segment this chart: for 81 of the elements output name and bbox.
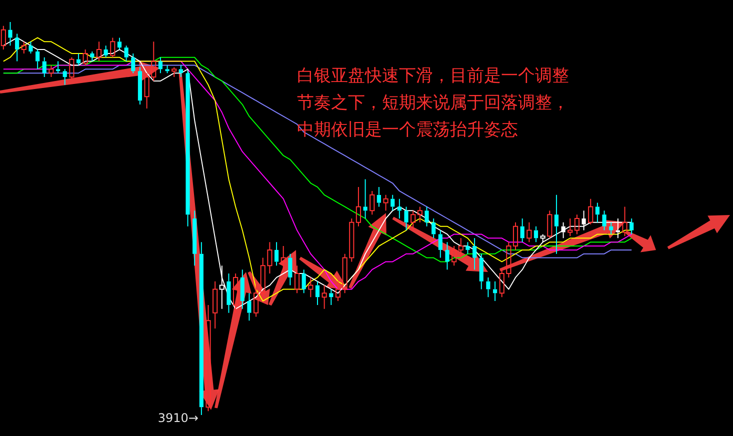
candlestick [226, 273, 231, 314]
candlestick [554, 194, 559, 254]
candlestick [48, 64, 54, 78]
candlestick [302, 269, 306, 294]
candlestick [90, 50, 94, 62]
candlestick [233, 273, 238, 314]
candlestick [561, 222, 566, 239]
candlestick [131, 52, 136, 74]
candlestick [595, 202, 600, 223]
candlestick [8, 22, 12, 46]
candlestick [329, 288, 334, 306]
candlestick [609, 222, 614, 235]
candlestick [630, 218, 634, 235]
candlestick [42, 56, 46, 78]
candlestick [526, 222, 532, 243]
candlestick [424, 206, 429, 227]
candlestick [288, 253, 292, 286]
candlestick [466, 242, 470, 254]
candlestick [383, 194, 388, 212]
candlestick [206, 304, 211, 412]
candlestick [404, 206, 408, 231]
candlestick [0, 25, 6, 50]
candlestick [479, 253, 484, 290]
candlestick [254, 284, 259, 318]
candlestick [520, 218, 524, 243]
candlestick [96, 41, 102, 62]
candlestick [432, 218, 436, 239]
candlestick [445, 242, 450, 270]
candlestick [376, 186, 381, 208]
annotation: 节奏之下，短期来说属于回落调整， [297, 92, 569, 115]
candlestick [568, 218, 573, 237]
candlestick [62, 68, 67, 86]
candlestick [240, 269, 244, 310]
candlestick [588, 198, 594, 225]
candlestick [458, 238, 464, 258]
candlestick [199, 242, 204, 416]
candlestick [486, 276, 490, 298]
candlestick [602, 210, 606, 231]
candlestick [158, 56, 163, 74]
candlestick [117, 37, 122, 50]
candlestick [356, 186, 362, 227]
candlestick [274, 242, 279, 266]
candlestick [76, 52, 81, 66]
candlestick [21, 41, 26, 54]
candlestick [104, 45, 108, 58]
candlestick [397, 198, 402, 219]
candlestick [192, 210, 197, 266]
candlestick [472, 238, 477, 270]
candlestick [438, 230, 442, 258]
candlestick [247, 292, 252, 322]
candlestick [452, 246, 457, 266]
candlestick [172, 66, 177, 78]
candlestick [370, 190, 375, 216]
candlestick [322, 284, 327, 310]
candlestick [492, 280, 498, 302]
candlestick [15, 33, 20, 62]
candlestick [138, 66, 142, 106]
candlestick [417, 206, 422, 223]
candlestick [335, 280, 341, 302]
candlestick [36, 49, 40, 70]
candlestick [315, 280, 320, 306]
candlestick [390, 194, 395, 212]
annotation: 3910→ [158, 411, 198, 426]
candlestick [410, 210, 416, 231]
candlestick [186, 70, 190, 227]
candlestick [308, 276, 314, 298]
candlestick [294, 265, 300, 294]
candlestick [212, 280, 218, 330]
candlestick [534, 226, 538, 243]
candlestick [616, 218, 620, 239]
candlestick [28, 41, 33, 54]
candlestick [280, 246, 286, 270]
candlestick [165, 64, 170, 74]
candlestick [178, 64, 183, 78]
candlestick [363, 178, 368, 219]
annotation: 白银亚盘快速下滑，目前是一个调整 [297, 65, 569, 88]
candlestick [582, 210, 586, 231]
candlestick [124, 45, 128, 62]
candlestick [56, 60, 60, 74]
candlestick [622, 206, 628, 237]
candlestick [512, 222, 518, 250]
